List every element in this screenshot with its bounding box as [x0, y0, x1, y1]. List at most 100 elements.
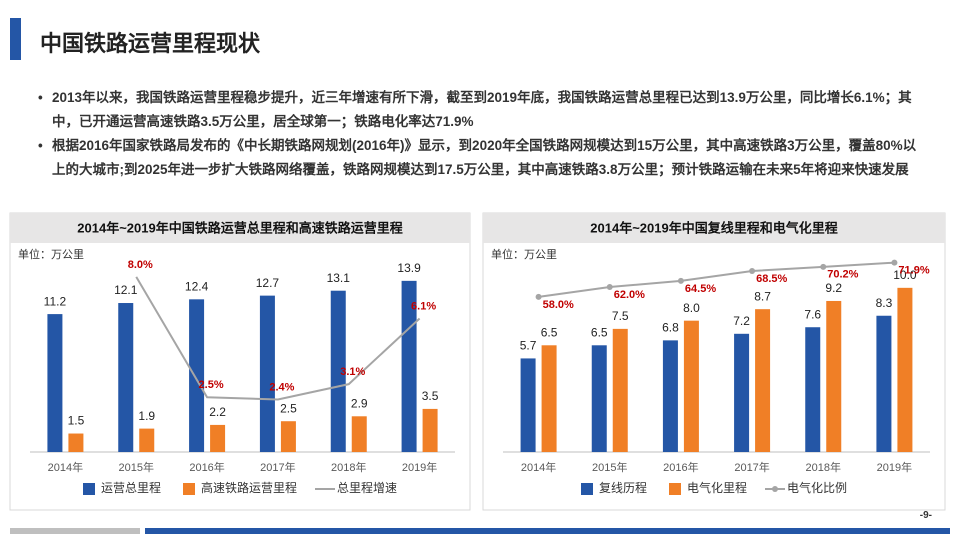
legend-swatch — [83, 483, 95, 495]
title-accent — [10, 18, 21, 60]
bar — [330, 290, 346, 452]
chart-header — [10, 213, 470, 243]
bar — [189, 299, 205, 452]
line-label: 64.5% — [685, 283, 716, 295]
x-tick-label: 2018年 — [331, 460, 366, 474]
line-label: 2.5% — [199, 379, 224, 391]
legend-label: 复线历程 — [599, 480, 647, 495]
x-tick-label: 2017年 — [734, 460, 769, 474]
bar — [118, 303, 134, 452]
x-tick-label: 2019年 — [877, 460, 912, 474]
data-label: 2.2 — [209, 405, 226, 419]
unit-label: 单位：万公里 — [18, 247, 84, 261]
x-tick-label: 2015年 — [119, 460, 154, 474]
footer-bar — [10, 528, 140, 534]
data-label: 5.7 — [520, 339, 537, 353]
bar — [662, 340, 678, 452]
legend-swatch — [669, 483, 681, 495]
legend-swatch — [772, 486, 778, 492]
data-label: 2.5 — [280, 401, 297, 415]
legend-swatch — [581, 483, 593, 495]
data-label: 6.8 — [662, 321, 679, 335]
data-label: 11.2 — [44, 294, 67, 308]
data-label: 12.7 — [256, 276, 280, 290]
bar — [422, 408, 438, 452]
x-tick-label: 2018年 — [806, 460, 841, 474]
data-label: 8.7 — [754, 289, 771, 303]
chart-title: 2014年~2019年中国复线里程和电气化里程 — [590, 220, 837, 235]
x-tick-label: 2019年 — [402, 460, 437, 474]
x-tick-label: 2017年 — [260, 460, 295, 474]
bar — [876, 315, 892, 452]
data-label: 9.2 — [825, 281, 842, 295]
x-tick-label: 2016年 — [189, 460, 224, 474]
data-label: 8.3 — [876, 296, 893, 310]
line-marker — [535, 293, 542, 300]
bar — [897, 287, 913, 452]
legend-label: 电气化比例 — [787, 480, 847, 495]
bar — [612, 328, 628, 452]
bar — [280, 421, 296, 452]
line-marker — [606, 284, 613, 291]
line-series — [538, 261, 895, 298]
bar — [47, 314, 63, 452]
data-label: 1.5 — [68, 414, 85, 428]
chart-title: 2014年~2019年中国铁路运营总里程和高速铁路运营里程 — [77, 220, 402, 235]
data-label: 13.1 — [327, 271, 351, 285]
data-label: 7.6 — [804, 307, 821, 321]
x-tick-label: 2014年 — [521, 460, 556, 474]
line-label: 3.1% — [340, 366, 365, 378]
bar — [351, 416, 367, 452]
line-label: 58.0% — [543, 299, 574, 311]
bar — [755, 309, 771, 452]
data-label: 8.0 — [683, 301, 700, 315]
bar — [805, 327, 821, 452]
legend-label: 高速铁路运营里程 — [201, 480, 297, 495]
bar — [139, 428, 155, 452]
line-label: 70.2% — [827, 269, 858, 281]
x-tick-label: 2015年 — [592, 460, 627, 474]
bar — [826, 300, 842, 452]
line-marker — [677, 277, 684, 284]
data-label: 6.5 — [541, 325, 558, 339]
footer-bar — [145, 528, 950, 534]
bullet: 2013年以来，我国铁路运营里程稳步提升，近三年增速有所下滑，截至到2019年底… — [38, 86, 918, 134]
bar — [259, 295, 275, 452]
unit-label: 单位：万公里 — [491, 247, 557, 261]
slide-title: 中国铁路运营里程现状 — [40, 31, 261, 56]
data-label: 7.5 — [612, 309, 629, 323]
line-label: 8.0% — [128, 259, 153, 271]
chart-header — [483, 213, 945, 243]
data-label: 7.2 — [733, 314, 750, 328]
bar — [683, 320, 699, 452]
legend-label: 运营总里程 — [101, 480, 161, 495]
data-label: 13.9 — [397, 261, 421, 275]
data-label: 12.4 — [185, 279, 209, 293]
line-label: 2.4% — [269, 381, 294, 393]
bar — [520, 358, 536, 452]
line-marker — [891, 259, 898, 266]
line-label: 62.0% — [614, 289, 645, 301]
legend-swatch — [183, 483, 195, 495]
bar — [734, 333, 750, 452]
data-label: 6.5 — [591, 325, 608, 339]
line-marker — [749, 268, 756, 275]
line-label: 68.5% — [756, 273, 787, 285]
line-label: 71.9% — [898, 265, 929, 277]
data-label: 1.9 — [138, 409, 155, 423]
bullet: 根据2016年国家铁路局发布的《中长期铁路网规划(2016年)》显示，到2020… — [38, 134, 918, 182]
bar — [541, 345, 557, 452]
x-tick-label: 2016年 — [663, 460, 698, 474]
legend-label: 电气化里程 — [687, 480, 747, 495]
line-label: 6.1% — [411, 300, 436, 312]
legend-label: 总里程增速 — [337, 480, 397, 495]
bar — [591, 345, 607, 452]
page-number: -9- — [919, 510, 932, 521]
data-label: 12.1 — [114, 283, 138, 297]
bar — [68, 433, 84, 452]
bullet-list: 2013年以来，我国铁路运营里程稳步提升，近三年增速有所下滑，截至到2019年底… — [38, 86, 918, 182]
data-label: 2.9 — [351, 396, 368, 410]
data-label: 10.0 — [893, 268, 917, 282]
